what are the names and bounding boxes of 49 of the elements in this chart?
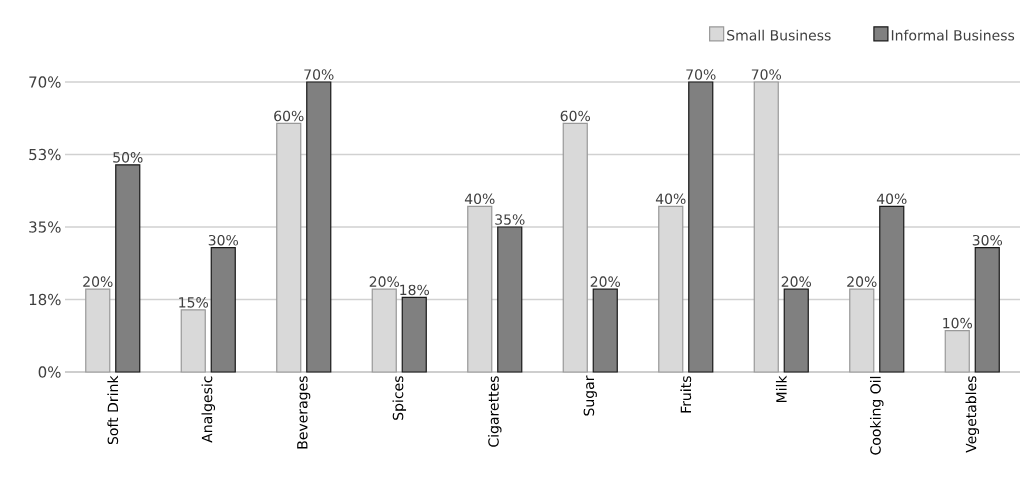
data-label: 60%	[274, 110, 304, 122]
x-tick-label: Cigarettes	[487, 376, 502, 447]
bar	[401, 296, 427, 373]
bar	[879, 205, 905, 373]
data-label: 35%	[495, 214, 525, 225]
x-tick-label: Vegetables	[965, 376, 980, 453]
data-label: 30%	[972, 234, 1003, 246]
x-tick-label: Spices	[392, 376, 407, 420]
x-tick-label: Fruits	[680, 376, 692, 413]
x-tick-label: Beverages	[297, 376, 311, 449]
bar	[783, 288, 809, 373]
x-tick-label: Sugar	[583, 375, 597, 416]
bar	[974, 247, 1000, 373]
x-tick-label: Cooking Oil	[869, 376, 884, 455]
x-tick-label: Soft Drink	[107, 375, 119, 445]
x-tick-label: Milk	[775, 375, 787, 403]
bar	[180, 309, 206, 373]
data-label: 60%	[560, 110, 591, 122]
x-tick-label: Analgesic	[201, 376, 216, 443]
legend-label: Small Business	[727, 29, 831, 41]
bar	[115, 164, 141, 373]
data-label: 70%	[686, 69, 716, 80]
data-label: 40%	[655, 193, 686, 205]
data-label: 40%	[464, 193, 495, 205]
data-label: 18%	[400, 284, 430, 296]
data-label: 20%	[369, 276, 400, 287]
y-tick-label: 18%	[29, 293, 61, 306]
bar	[210, 247, 236, 373]
data-label: 70%	[304, 69, 334, 80]
bar	[497, 226, 523, 373]
bar	[688, 81, 714, 373]
bar	[944, 329, 970, 373]
data-label: 30%	[208, 234, 239, 246]
data-label: 50%	[113, 152, 143, 163]
data-label: 10%	[943, 317, 973, 329]
data-label: 40%	[876, 193, 907, 205]
data-label: 15%	[179, 297, 209, 308]
y-tick-label: 35%	[29, 221, 61, 233]
y-tick-label: 53%	[29, 148, 61, 161]
data-label: 20%	[83, 276, 113, 287]
y-tick-label: 0%	[38, 366, 61, 378]
data-label: 20%	[847, 276, 877, 287]
y-tick-label: 70%	[29, 76, 61, 88]
data-label: 20%	[781, 276, 812, 287]
data-label: 20%	[590, 276, 621, 287]
data-label: 70%	[751, 69, 782, 80]
bar	[592, 288, 618, 373]
bar	[306, 81, 332, 373]
legend-label: Informal Business	[891, 29, 1015, 41]
